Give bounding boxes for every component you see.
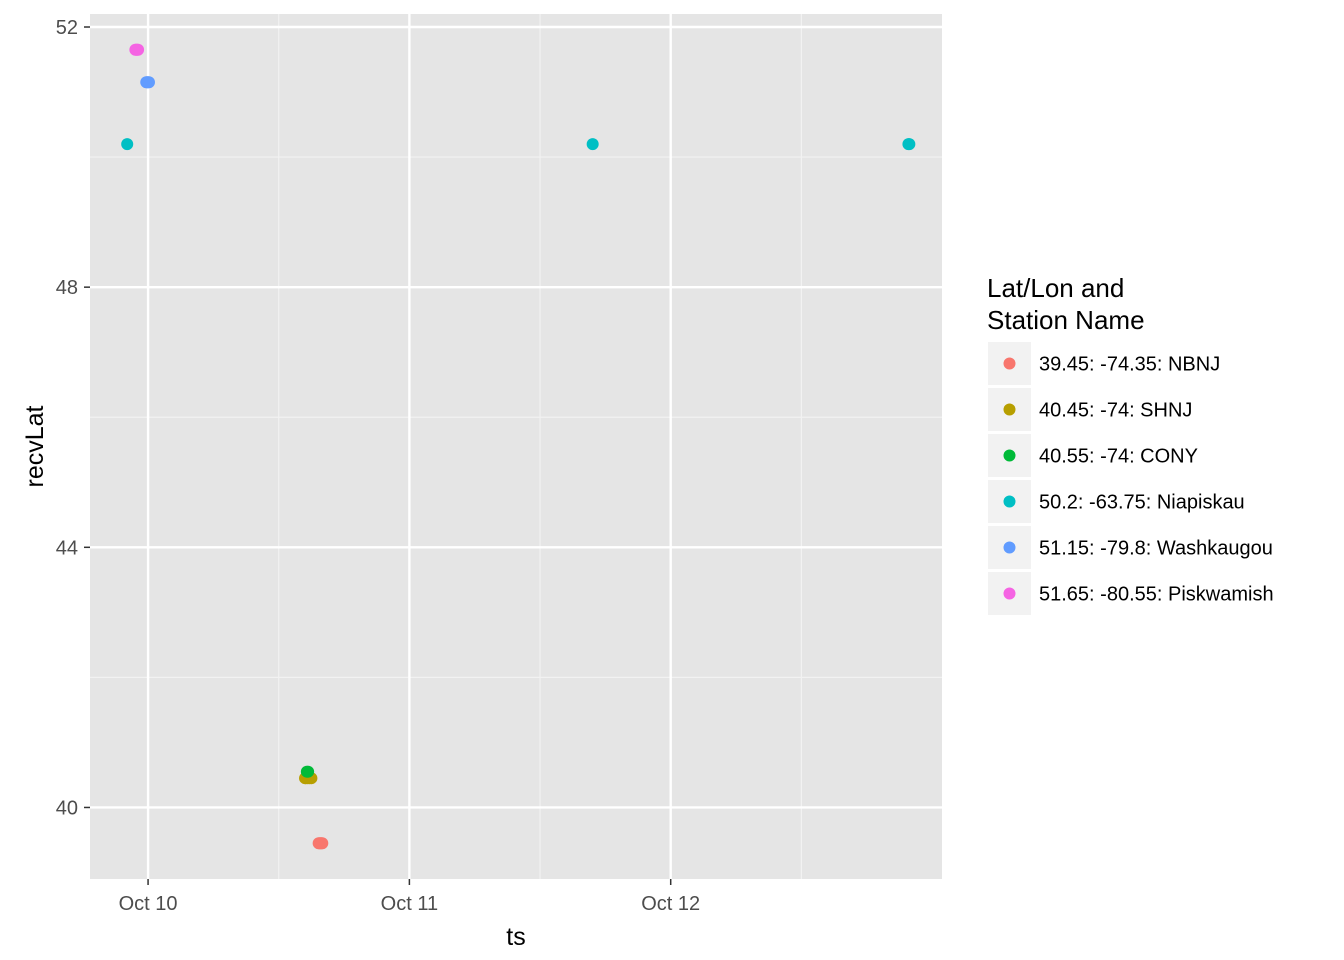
legend-swatch xyxy=(1003,449,1016,462)
legend-label: 39.45: -74.35: NBNJ xyxy=(1039,354,1220,376)
legend-label: 51.15: -79.8: Washkaugou xyxy=(1039,538,1273,560)
legend-item: 39.45: -74.35: NBNJ xyxy=(988,342,1220,385)
legend: Lat/Lon and Station Name 39.45: -74.35: … xyxy=(987,273,1274,615)
legend-label: 40.55: -74: CONY xyxy=(1039,446,1198,468)
data-point xyxy=(121,138,134,151)
legend-swatch xyxy=(1003,587,1016,600)
data-point xyxy=(903,138,916,151)
legend-item: 40.45: -74: SHNJ xyxy=(988,388,1192,431)
legend-swatch xyxy=(1003,403,1016,416)
data-point xyxy=(142,76,155,89)
y-axis: 40 44 48 52 xyxy=(56,17,90,819)
legend-label: 51.65: -80.55: Piskwamish xyxy=(1039,584,1274,606)
legend-item: 40.55: -74: CONY xyxy=(988,434,1198,477)
y-tick-label: 40 xyxy=(56,797,78,819)
legend-swatch xyxy=(1003,495,1016,508)
x-tick-label: Oct 12 xyxy=(641,893,700,915)
minor-gridlines xyxy=(90,14,942,879)
legend-label: 50.2: -63.75: Niapiskau xyxy=(1039,492,1245,514)
plot-panel xyxy=(90,14,942,879)
legend-item: 51.15: -79.8: Washkaugou xyxy=(988,526,1273,569)
y-tick-label: 48 xyxy=(56,277,78,299)
legend-item: 50.2: -63.75: Niapiskau xyxy=(988,480,1245,523)
legend-title: Lat/Lon and Station Name xyxy=(987,273,1145,335)
legend-swatch xyxy=(1003,357,1016,370)
data-points xyxy=(121,43,916,850)
data-point xyxy=(316,837,329,850)
data-point xyxy=(302,765,315,778)
legend-title-line-1: Lat/Lon and xyxy=(987,273,1124,303)
legend-item: 51.65: -80.55: Piskwamish xyxy=(988,572,1274,615)
y-tick-label: 52 xyxy=(56,17,78,39)
y-axis-title: recvLat xyxy=(21,405,49,487)
legend-items: 39.45: -74.35: NBNJ 40.45: -74: SHNJ 40.55… xyxy=(988,342,1274,615)
x-tick-label: Oct 11 xyxy=(381,893,438,915)
x-tick-label: Oct 10 xyxy=(119,893,178,915)
major-gridlines xyxy=(90,14,942,879)
legend-label: 40.45: -74: SHNJ xyxy=(1039,400,1192,422)
x-axis: Oct 10 Oct 11 Oct 12 xyxy=(119,879,700,915)
data-point xyxy=(586,138,599,151)
legend-swatch xyxy=(1003,541,1016,554)
data-point xyxy=(132,43,145,56)
y-tick-label: 44 xyxy=(56,537,78,559)
legend-title-line-2: Station Name xyxy=(987,305,1145,335)
x-axis-title: ts xyxy=(506,923,525,951)
